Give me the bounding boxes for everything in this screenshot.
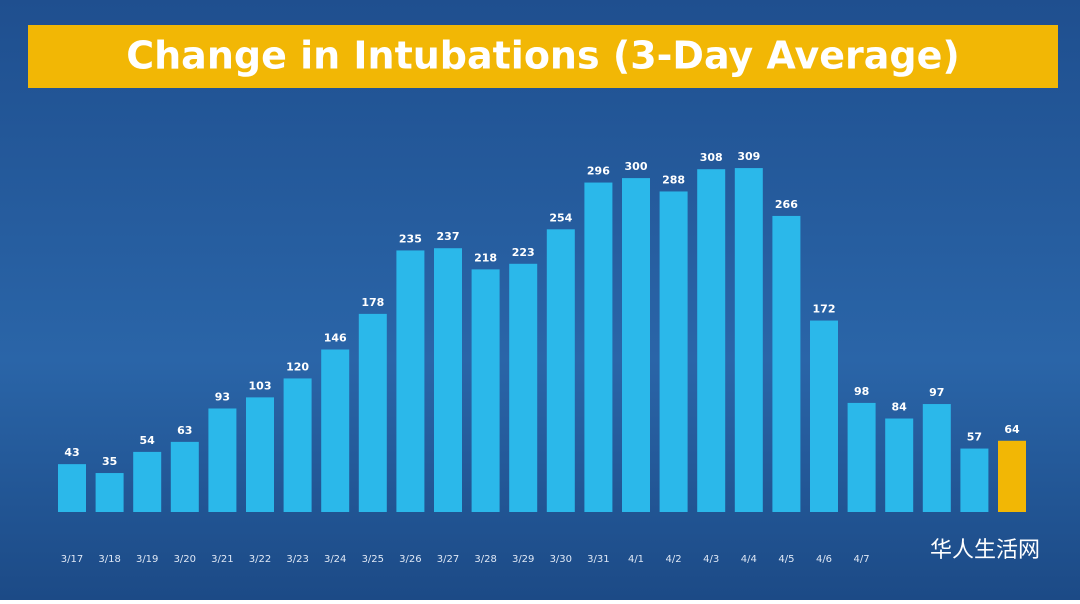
value-label: 300 <box>625 160 648 173</box>
x-tick-label: 3/25 <box>362 554 384 565</box>
x-tick-label: 4/1 <box>628 554 644 565</box>
x-tick-label: 3/19 <box>136 554 158 565</box>
x-tick-label: 3/27 <box>437 554 459 565</box>
x-tick-label: 3/24 <box>324 554 346 565</box>
bar <box>246 397 274 512</box>
bar <box>998 440 1026 512</box>
x-tick-label: 4/7 <box>854 554 870 565</box>
value-label: 54 <box>140 434 156 447</box>
x-tick-label: 3/31 <box>587 554 609 565</box>
x-tick-label: 4/5 <box>778 554 794 565</box>
bar <box>396 250 425 512</box>
x-tick-label: 4/4 <box>741 554 757 565</box>
bar <box>847 402 876 512</box>
bar <box>434 248 462 512</box>
bar <box>546 229 575 512</box>
value-label: 218 <box>474 251 497 264</box>
bar <box>885 418 914 512</box>
watermark: 华人生活网 <box>930 538 1040 563</box>
value-label: 235 <box>399 232 422 245</box>
value-label: 178 <box>361 296 384 309</box>
bar <box>208 408 237 512</box>
value-label: 63 <box>177 424 192 437</box>
value-label: 172 <box>813 303 836 316</box>
value-label: 120 <box>286 360 309 373</box>
value-label: 308 <box>700 151 723 164</box>
x-tick-label: 3/29 <box>512 554 534 565</box>
value-label: 97 <box>929 386 944 399</box>
bar <box>95 473 124 512</box>
x-tick-label: 3/30 <box>550 554 572 565</box>
value-label: 57 <box>967 431 982 444</box>
bar <box>734 168 763 512</box>
bar <box>133 451 162 512</box>
bar <box>659 191 688 512</box>
bar <box>471 269 500 512</box>
value-label: 296 <box>587 165 610 178</box>
value-label: 237 <box>437 230 460 243</box>
value-label: 103 <box>249 379 272 392</box>
value-label: 35 <box>102 455 117 468</box>
bar <box>170 441 199 512</box>
bar <box>772 215 801 512</box>
value-label: 84 <box>892 401 908 414</box>
bar <box>697 169 726 513</box>
title-banner <box>28 25 1058 88</box>
x-tick-label: 3/18 <box>98 554 120 565</box>
bar <box>509 263 538 512</box>
bar <box>810 320 838 512</box>
value-label: 43 <box>64 446 79 459</box>
bar <box>58 464 86 512</box>
value-label: 146 <box>324 332 347 345</box>
value-label: 266 <box>775 198 798 211</box>
x-tick-label: 3/21 <box>211 554 233 565</box>
value-label: 288 <box>662 173 685 186</box>
x-tick-label: 4/3 <box>703 554 719 565</box>
chart-title: Change in Intubations (3-Day Average) <box>126 34 960 78</box>
x-tick-label: 3/17 <box>61 554 83 565</box>
bar <box>622 178 650 512</box>
bar <box>358 313 387 512</box>
value-label: 223 <box>512 246 535 259</box>
x-tick-label: 3/22 <box>249 554 271 565</box>
bar <box>960 448 989 512</box>
bar <box>922 404 951 512</box>
value-label: 93 <box>215 390 230 403</box>
x-tick-label: 3/26 <box>399 554 421 565</box>
x-tick-label: 4/2 <box>666 554 682 565</box>
x-tick-label: 3/23 <box>286 554 308 565</box>
bar <box>283 378 312 512</box>
x-tick-label: 3/20 <box>174 554 196 565</box>
value-label: 309 <box>737 150 760 163</box>
value-label: 98 <box>854 385 869 398</box>
bar <box>584 182 613 512</box>
value-label: 64 <box>1004 423 1020 436</box>
x-tick-label: 4/6 <box>816 554 832 565</box>
x-tick-label: 3/28 <box>474 554 496 565</box>
bar <box>321 349 350 512</box>
value-label: 254 <box>549 211 572 224</box>
